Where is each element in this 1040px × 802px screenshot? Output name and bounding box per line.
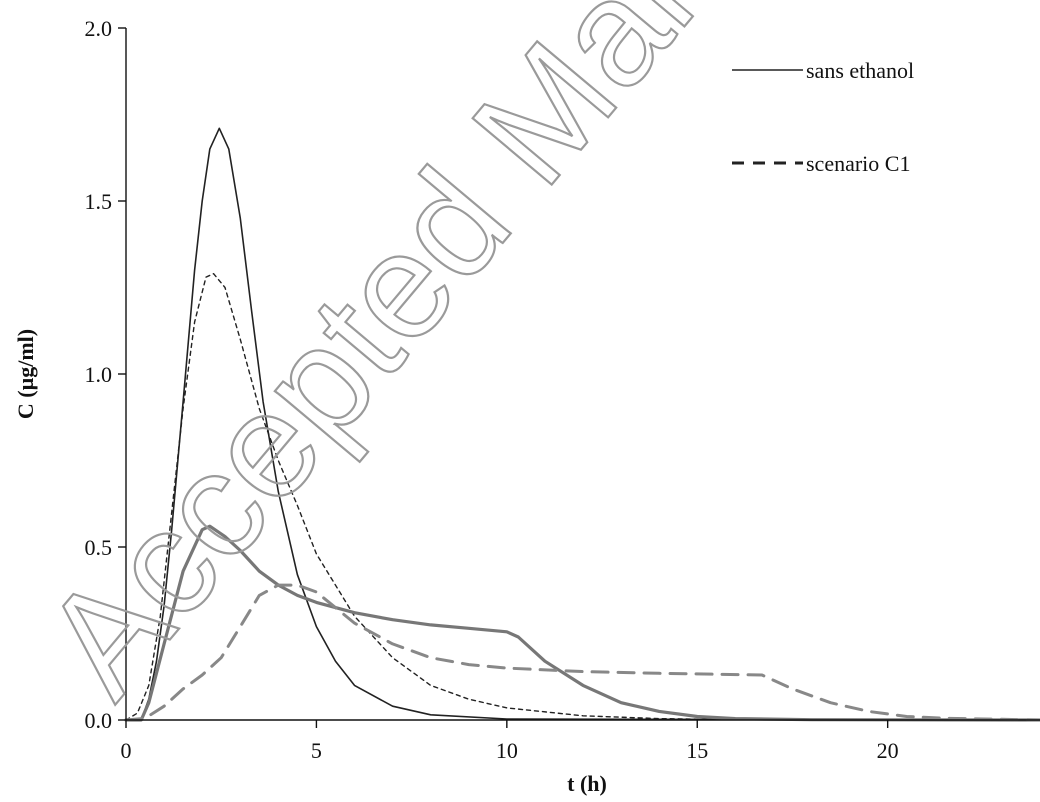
legend-label-sans-ethanol: sans ethanol (806, 58, 914, 83)
x-tick-label-3: 15 (686, 738, 708, 763)
y-tick-label-4: 2.0 (85, 16, 113, 41)
series-line-3 (124, 583, 1040, 722)
x-axis-title: t (h) (567, 771, 607, 796)
y-tick-label-3: 1.5 (85, 189, 113, 214)
legend: sans ethanol scenario C1 (732, 58, 914, 176)
series-line-0 (125, 127, 1040, 721)
x-tick-label-1: 5 (311, 738, 322, 763)
y-tick-label-2: 1.0 (85, 362, 113, 387)
x-tick-label-0: 0 (121, 738, 132, 763)
x-tick-label-4: 20 (877, 738, 899, 763)
y-axis-title: C (µg/ml) (13, 329, 38, 419)
legend-label-scenario-c1: scenario C1 (806, 151, 910, 176)
y-tick-label-0: 0.0 (85, 708, 113, 733)
series-line-1 (125, 273, 1040, 721)
x-ticks: 0 5 10 15 20 (121, 720, 899, 763)
x-tick-label-2: 10 (496, 738, 518, 763)
y-ticks: 0.0 0.5 1.0 1.5 2.0 (85, 16, 126, 733)
watermark: Accepted Manuscript (11, 0, 1040, 726)
series-line-2 (124, 524, 1040, 722)
series-layer (124, 127, 1040, 722)
y-tick-label-1: 0.5 (85, 535, 113, 560)
